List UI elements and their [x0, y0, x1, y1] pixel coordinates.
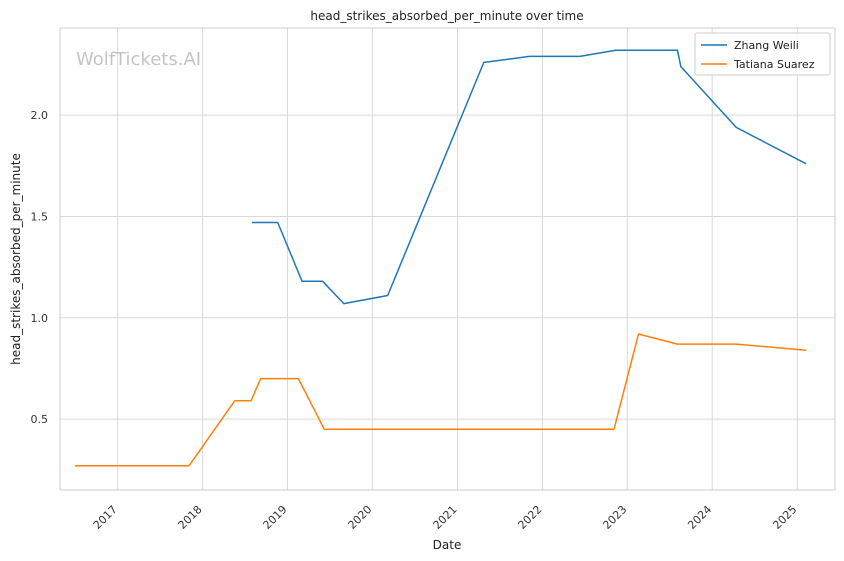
y-tick-label: 2.0	[31, 109, 49, 122]
legend: Zhang Weili Tatiana Suarez	[694, 32, 831, 76]
plot-frame	[59, 27, 836, 491]
legend-box	[694, 32, 831, 76]
x-tick-label: 2020	[346, 503, 375, 532]
x-tick-label: 2017	[91, 503, 120, 532]
x-axis-title: Date	[433, 538, 462, 552]
x-tick-label: 2025	[770, 503, 799, 532]
legend-label-tatiana-suarez: Tatiana Suarez	[733, 58, 815, 71]
x-tick-label: 2021	[431, 503, 460, 532]
x-tick-label: 2023	[600, 503, 629, 532]
watermark: WolfTickets.AI	[76, 49, 201, 70]
series-line-tatiana-suarez	[74, 333, 807, 467]
series-layer	[74, 49, 807, 467]
x-tick-label: 2022	[516, 503, 545, 532]
x-tick-label: 2024	[685, 503, 714, 532]
grid	[60, 28, 835, 490]
y-tick-label: 1.5	[31, 210, 49, 223]
y-axis-title: head_strikes_absorbed_per_minute	[9, 153, 23, 365]
chart-title: head_strikes_absorbed_per_minute over ti…	[310, 9, 583, 23]
series-line-zhang-weili	[251, 49, 807, 305]
y-tick-label: 1.0	[31, 312, 49, 325]
y-axis-ticks: 0.5 1.0 1.5 2.0	[31, 109, 49, 426]
y-tick-label: 0.5	[31, 413, 49, 426]
x-axis-ticks: 2017 2018 2019 2020 2021 2022 2023 2024 2025	[91, 503, 800, 532]
x-tick-label: 2018	[176, 503, 205, 532]
legend-label-zhang-weili: Zhang Weili	[734, 39, 799, 52]
x-tick-label: 2019	[261, 503, 290, 532]
